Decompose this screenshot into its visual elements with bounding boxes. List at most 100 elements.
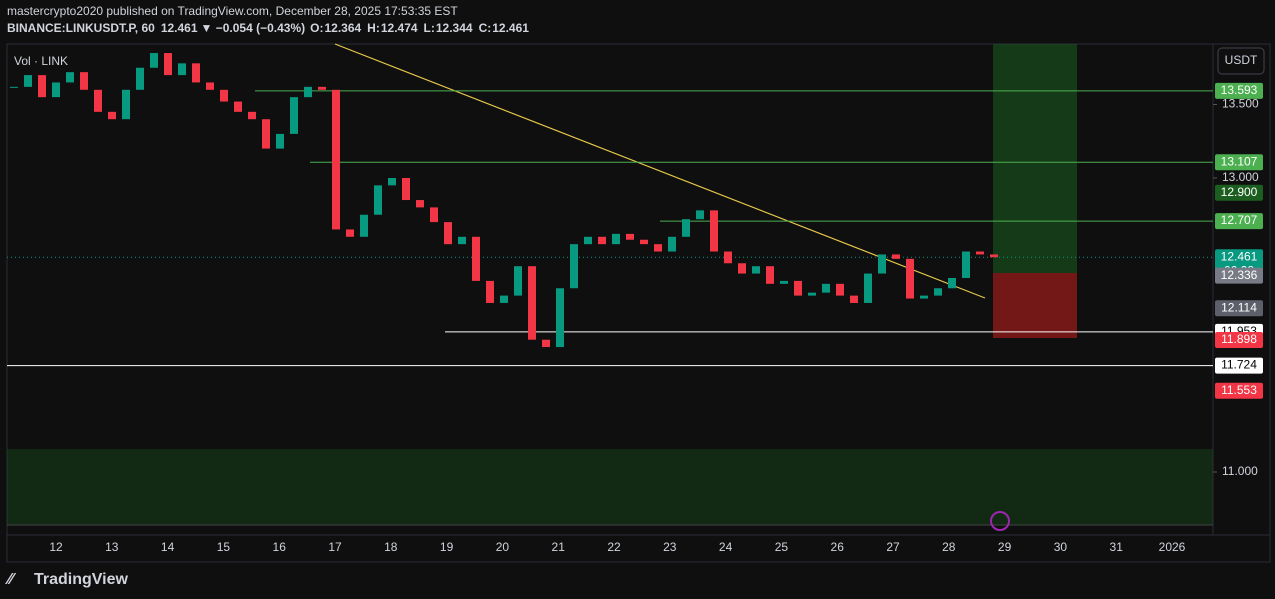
price-tag-label: 13.593 bbox=[1221, 83, 1258, 97]
candle bbox=[332, 89, 340, 230]
candle bbox=[556, 288, 564, 348]
candle bbox=[80, 72, 88, 90]
candle bbox=[528, 266, 536, 340]
x-tick-label: 24 bbox=[719, 540, 733, 554]
candle bbox=[724, 251, 732, 264]
candle bbox=[164, 53, 172, 76]
header-item: 12.474 bbox=[381, 21, 418, 35]
x-tick-label: 20 bbox=[496, 540, 510, 554]
price-tag bbox=[1215, 300, 1263, 317]
header-item: L: bbox=[424, 21, 435, 35]
candle bbox=[822, 283, 830, 293]
candle bbox=[416, 200, 424, 208]
candle bbox=[94, 89, 102, 112]
candle bbox=[472, 236, 480, 281]
y-tick-label: 13.500 bbox=[1222, 97, 1259, 111]
candle bbox=[682, 219, 690, 237]
pane-border bbox=[6, 43, 1271, 563]
candle bbox=[430, 207, 438, 223]
candle bbox=[850, 295, 858, 303]
candle bbox=[906, 258, 914, 299]
candle bbox=[346, 229, 354, 237]
price-tag bbox=[1215, 213, 1263, 230]
candle bbox=[290, 97, 298, 134]
candle bbox=[934, 288, 942, 296]
x-tick-label: 26 bbox=[831, 540, 845, 554]
candle bbox=[500, 295, 508, 303]
currency-button-label[interactable]: USDT bbox=[1225, 53, 1258, 67]
x-tick-label: 31 bbox=[1110, 540, 1124, 554]
currency-button[interactable] bbox=[1217, 47, 1265, 75]
price-tag-label: 12.900 bbox=[1221, 185, 1258, 199]
x-tick-label: 23 bbox=[663, 540, 677, 554]
x-tick-label: 25 bbox=[775, 540, 789, 554]
price-tag-label: 11.553 bbox=[1221, 383, 1257, 397]
candle bbox=[612, 233, 620, 245]
candle bbox=[766, 266, 774, 284]
y-tick-label: 11.000 bbox=[1222, 464, 1258, 478]
footer-logo: TradingView bbox=[34, 571, 129, 588]
long-stop-zone bbox=[993, 273, 1077, 338]
x-tick-label: 28 bbox=[942, 540, 956, 554]
x-tick-label: 29 bbox=[998, 540, 1012, 554]
candle bbox=[514, 266, 522, 296]
price-tag bbox=[1215, 82, 1263, 99]
price-tag bbox=[1215, 184, 1263, 201]
x-tick-label: 14 bbox=[161, 540, 175, 554]
candle bbox=[388, 178, 396, 186]
x-tick-label: 16 bbox=[273, 540, 287, 554]
footer-icon: ⁄⁄ bbox=[5, 571, 17, 588]
candle bbox=[304, 86, 312, 98]
candle bbox=[122, 89, 130, 120]
x-tick-label: 21 bbox=[552, 540, 566, 554]
candle bbox=[458, 236, 466, 245]
candle bbox=[262, 119, 270, 149]
header-item: 12.461 bbox=[161, 21, 198, 35]
candle bbox=[10, 86, 18, 88]
candle bbox=[808, 292, 816, 296]
candle bbox=[192, 63, 200, 83]
candle bbox=[150, 53, 158, 68]
price-tag bbox=[1215, 331, 1263, 348]
candle bbox=[318, 86, 326, 90]
price-tag-label: 13.107 bbox=[1221, 154, 1258, 168]
x-tick-label: 15 bbox=[217, 540, 231, 554]
x-tick-label: 19 bbox=[440, 540, 454, 554]
candle bbox=[38, 75, 46, 98]
price-tag bbox=[1215, 154, 1263, 171]
event-icon[interactable] bbox=[990, 511, 1010, 531]
long-target-zone bbox=[993, 44, 1077, 273]
candle bbox=[542, 339, 550, 348]
candle bbox=[990, 254, 998, 258]
candle bbox=[248, 111, 256, 120]
header-item: 12.344 bbox=[436, 21, 473, 35]
candle bbox=[444, 222, 452, 245]
header-item: ▼ −0.054 (−0.43%) bbox=[201, 21, 306, 35]
candle bbox=[626, 233, 634, 240]
candle bbox=[584, 236, 592, 245]
x-tick-label: 27 bbox=[886, 540, 900, 554]
header-item: H: bbox=[367, 21, 380, 35]
price-tag bbox=[1215, 357, 1263, 374]
candle bbox=[276, 133, 284, 149]
candle bbox=[948, 277, 956, 289]
candle bbox=[360, 214, 368, 237]
candle bbox=[836, 283, 844, 296]
candle bbox=[864, 273, 872, 303]
x-tick-label: 17 bbox=[328, 540, 342, 554]
candle bbox=[570, 244, 578, 289]
volume-zone bbox=[7, 449, 1213, 525]
candle bbox=[374, 185, 382, 215]
x-tick-label: 13 bbox=[105, 540, 119, 554]
candle bbox=[52, 82, 60, 98]
header-item: BINANCE:LINKUSDT.P, 60 bbox=[7, 21, 155, 35]
x-tick-label: 30 bbox=[1054, 540, 1068, 554]
price-tag-label: 12.461 bbox=[1221, 249, 1258, 263]
candle bbox=[780, 280, 788, 284]
header-item: 12.461 bbox=[492, 21, 529, 35]
candle bbox=[738, 263, 746, 274]
header-item: O: bbox=[310, 21, 323, 35]
candle bbox=[752, 266, 760, 274]
